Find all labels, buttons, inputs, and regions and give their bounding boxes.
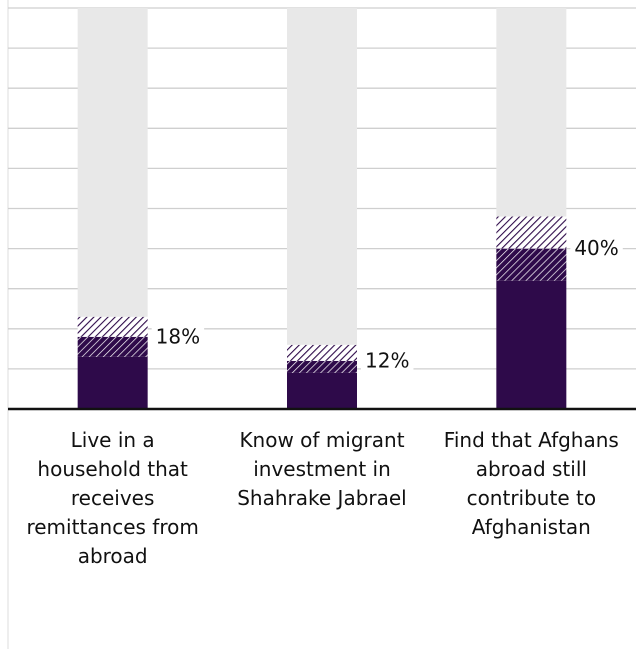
x-tick-label: Live in a household that receives remitt…: [26, 428, 199, 568]
bar-segment: [287, 344, 357, 361]
label-background: [151, 322, 205, 351]
x-tick-label: Find that Afghans abroad still contribut…: [443, 428, 619, 539]
bar-segment: [77, 356, 148, 409]
label-background: [570, 234, 623, 263]
bar-segment: [287, 360, 357, 373]
bar-segment: [287, 8, 357, 345]
bar-segment: [496, 8, 567, 217]
bar-segment: [77, 336, 148, 357]
data-label: 12%: [365, 348, 409, 372]
data-label: 40%: [574, 236, 618, 260]
bar-segment: [287, 372, 357, 409]
x-tick-label: Know of migrant investment in Shahrake J…: [237, 428, 407, 510]
bar-segment: [77, 8, 148, 317]
bar-segment: [496, 280, 567, 409]
bar-segment: [496, 216, 567, 249]
label-background: [361, 346, 414, 375]
data-label: 18%: [156, 324, 200, 348]
bar-segment: [77, 316, 148, 337]
bar-segment: [496, 248, 567, 281]
